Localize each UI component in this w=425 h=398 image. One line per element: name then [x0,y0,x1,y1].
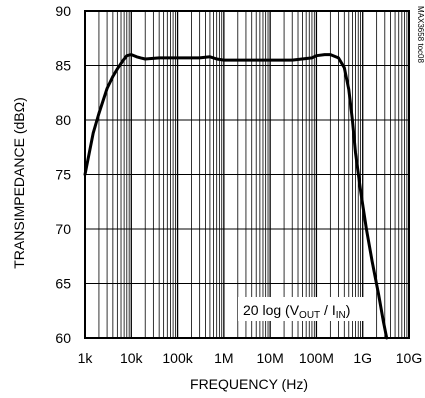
annotation-prefix: 20 log (V [243,302,300,318]
annotation-background [238,297,364,321]
annotation-label: 20 log (VOUT / IIN) [243,302,350,321]
y-tick-label: 85 [55,58,71,74]
y-tick-label: 65 [55,276,71,292]
y-tick-label: 70 [55,221,71,237]
annotation-mid: / I [320,302,336,318]
x-tick-label: 10M [257,350,284,366]
annotation-suffix: ) [346,302,351,318]
annotation-sub-out: OUT [299,310,320,321]
series-line [83,53,389,340]
x-axis-title: FREQUENCY (Hz) [190,376,308,392]
y-tick-label: 80 [55,112,71,128]
x-tick-label: 100k [162,350,193,366]
x-tick-labels: 1k 10k 100k 1M 10M 100M 1G 10G [78,350,423,366]
x-tick-label: 10k [120,350,144,366]
x-tick-label: 100M [299,350,334,366]
annotation-box: 20 log (VOUT / IIN) [238,297,364,321]
x-tick-label: 1G [353,350,372,366]
x-tick-label: 10G [396,350,422,366]
y-axis-title: TRANSIMPEDANCE (dBΩ) [11,97,27,269]
grid [84,10,410,339]
y-tick-label: 90 [55,3,71,19]
x-tick-label: 1k [78,350,94,366]
y-tick-labels: 60 65 70 75 80 85 90 [55,3,71,346]
y-tick-label: 60 [55,330,71,346]
figure-id-label: MAX3658 toc08 [416,6,425,63]
y-tick-label: 75 [55,167,71,183]
x-tick-label: 1M [214,350,233,366]
annotation-sub-in: IN [336,310,346,321]
